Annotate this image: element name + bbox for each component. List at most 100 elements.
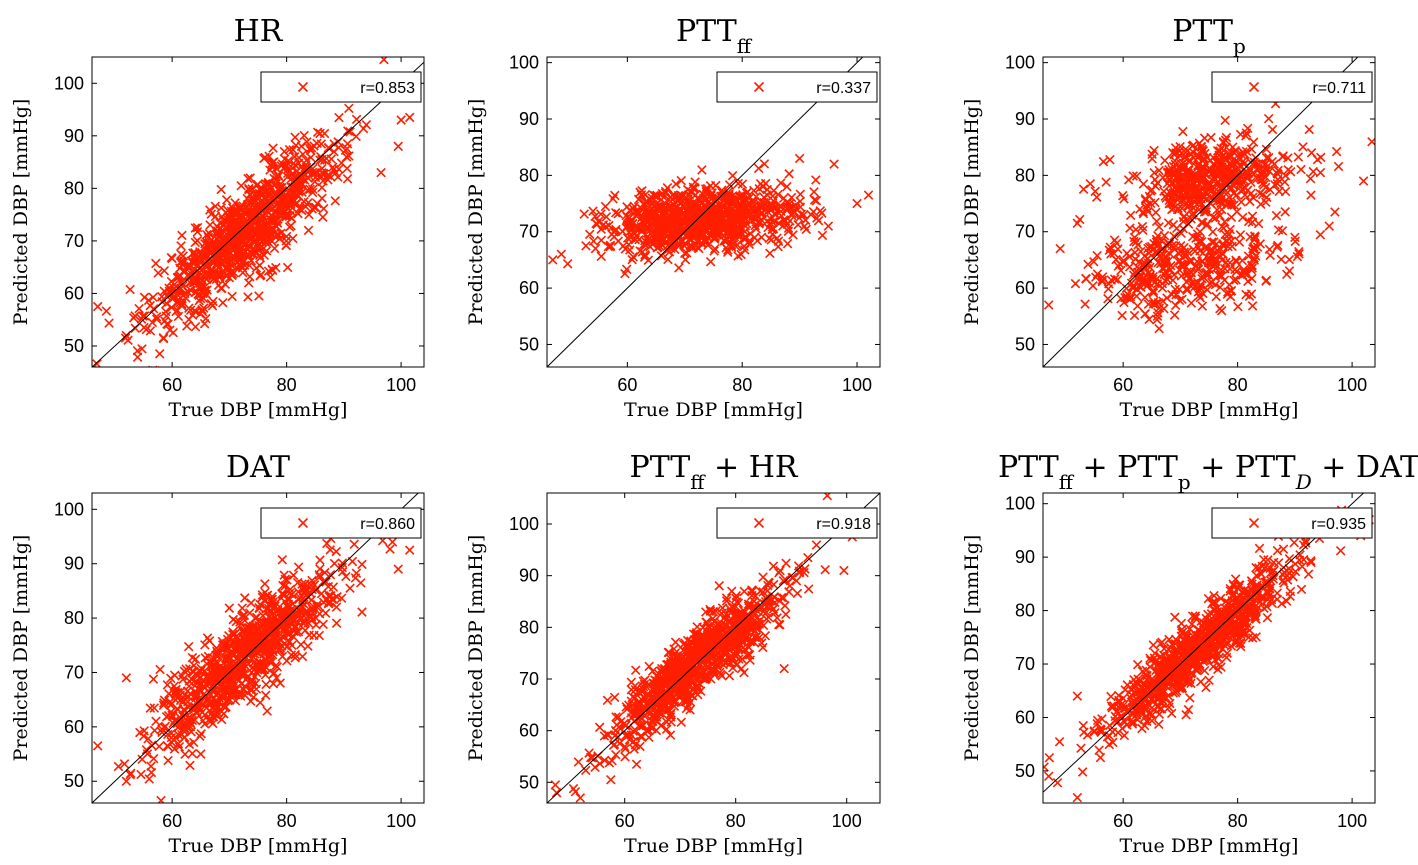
data-point — [238, 256, 249, 267]
data-point — [195, 247, 205, 257]
data-point — [781, 558, 791, 569]
data-point — [1129, 236, 1139, 247]
data-point — [1223, 287, 1233, 297]
data-point — [783, 226, 794, 237]
data-point — [288, 570, 299, 581]
data-point — [1157, 283, 1168, 293]
data-point — [345, 127, 355, 137]
data-point — [1134, 281, 1144, 291]
data-point — [676, 175, 687, 186]
data-point — [1308, 166, 1319, 177]
data-point — [1236, 197, 1247, 207]
data-point — [1179, 250, 1189, 261]
data-point — [679, 217, 689, 227]
data-point — [137, 754, 147, 764]
x-axis-label: True DBP [mmHg] — [624, 399, 803, 421]
data-point — [1130, 247, 1140, 258]
x-axis-label: True DBP [mmHg] — [1120, 399, 1299, 421]
data-point — [712, 226, 722, 237]
data-point — [644, 661, 654, 672]
data-point — [1217, 182, 1227, 192]
data-point — [1177, 294, 1187, 305]
chart-title: HR — [234, 14, 284, 49]
data-point — [342, 174, 353, 184]
data-point — [1163, 218, 1174, 228]
data-point — [1330, 207, 1340, 217]
data-point — [343, 126, 353, 136]
data-point — [618, 241, 628, 251]
data-point — [342, 139, 353, 149]
data-point — [640, 213, 651, 224]
data-point — [1305, 173, 1316, 184]
y-axis-label: Predicted DBP [mmHg] — [465, 99, 487, 326]
data-point — [575, 793, 586, 803]
data-point — [1147, 149, 1157, 159]
data-point — [1284, 254, 1295, 265]
data-point — [759, 159, 770, 169]
data-point — [263, 266, 274, 276]
data-point — [1144, 314, 1154, 325]
y-tick-label: 70 — [64, 231, 84, 251]
data-point — [829, 159, 839, 169]
data-point — [1160, 155, 1170, 166]
data-point — [328, 162, 338, 173]
data-point — [1222, 199, 1233, 210]
data-point — [296, 639, 306, 650]
data-point — [326, 154, 337, 164]
data-point — [634, 234, 644, 245]
data-point — [776, 178, 786, 188]
y-tick-label: 80 — [64, 178, 84, 198]
data-point — [177, 230, 187, 241]
data-point — [1267, 124, 1278, 135]
data-point — [1199, 207, 1210, 217]
data-point — [1261, 276, 1271, 286]
data-point — [204, 229, 215, 239]
data-point — [686, 241, 696, 251]
data-point — [1131, 224, 1141, 235]
data-point — [175, 298, 185, 308]
data-point — [224, 261, 234, 272]
data-point — [188, 266, 199, 276]
data-point — [803, 584, 814, 594]
data-point — [747, 215, 758, 226]
legend-label: r=0.711 — [1312, 80, 1366, 97]
data-point — [130, 323, 141, 334]
data-point — [155, 664, 165, 675]
data-point — [1043, 762, 1049, 772]
data-point — [666, 223, 676, 234]
data-point — [221, 195, 232, 205]
data-point — [550, 780, 561, 790]
data-point — [288, 145, 298, 155]
data-point — [271, 262, 281, 273]
data-point — [163, 741, 173, 752]
data-point — [1117, 190, 1128, 201]
data-point — [727, 195, 737, 205]
data-point — [1248, 137, 1259, 147]
data-point — [556, 249, 567, 260]
data-point — [754, 218, 765, 228]
data-point — [176, 241, 186, 251]
data-point — [1218, 240, 1228, 251]
data-point — [1083, 259, 1093, 270]
legend-box — [260, 71, 422, 103]
data-point — [670, 637, 681, 648]
data-point — [1143, 299, 1154, 309]
data-point — [663, 254, 673, 265]
data-point — [130, 311, 140, 321]
data-point — [1290, 236, 1301, 247]
data-point — [190, 223, 201, 233]
x-tick-label: 100 — [832, 811, 862, 831]
data-point — [1259, 180, 1269, 190]
data-point — [1081, 274, 1091, 284]
data-point — [1195, 282, 1206, 293]
data-points — [547, 153, 874, 279]
legend-label: r=0.860 — [360, 516, 415, 533]
data-point — [1256, 199, 1266, 210]
data-point — [863, 190, 874, 200]
data-point — [782, 238, 793, 249]
data-point — [1180, 147, 1191, 158]
data-point — [1092, 250, 1102, 261]
data-point — [139, 292, 150, 303]
data-point — [596, 251, 607, 262]
